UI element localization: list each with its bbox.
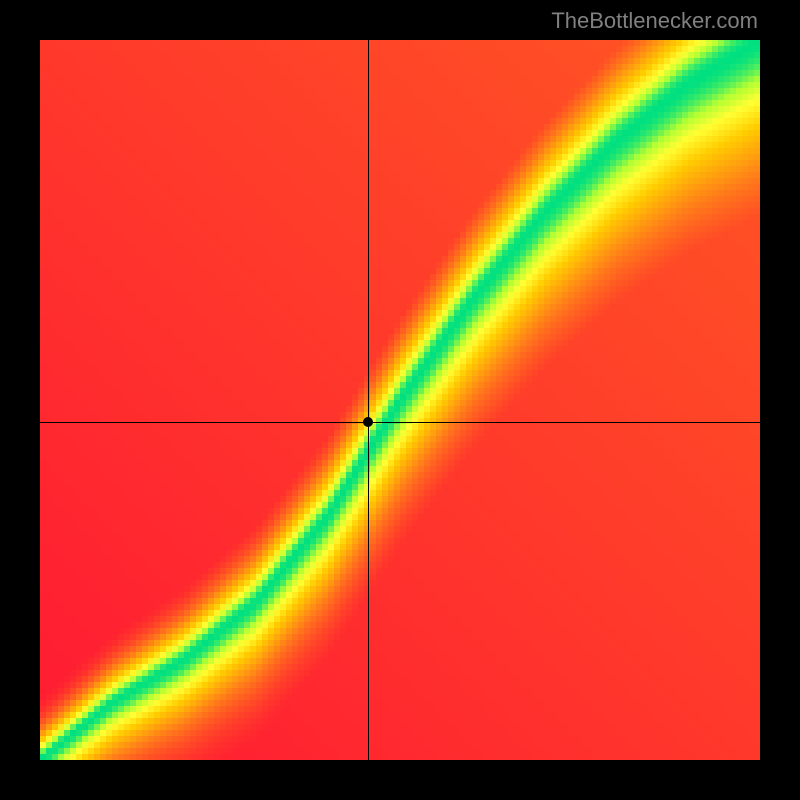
plot-area [40,40,760,760]
crosshair-vertical [368,40,369,760]
crosshair-horizontal [40,422,760,423]
watermark-text: TheBottlenecker.com [551,8,758,34]
heatmap-canvas [40,40,760,760]
crosshair-marker [363,417,373,427]
